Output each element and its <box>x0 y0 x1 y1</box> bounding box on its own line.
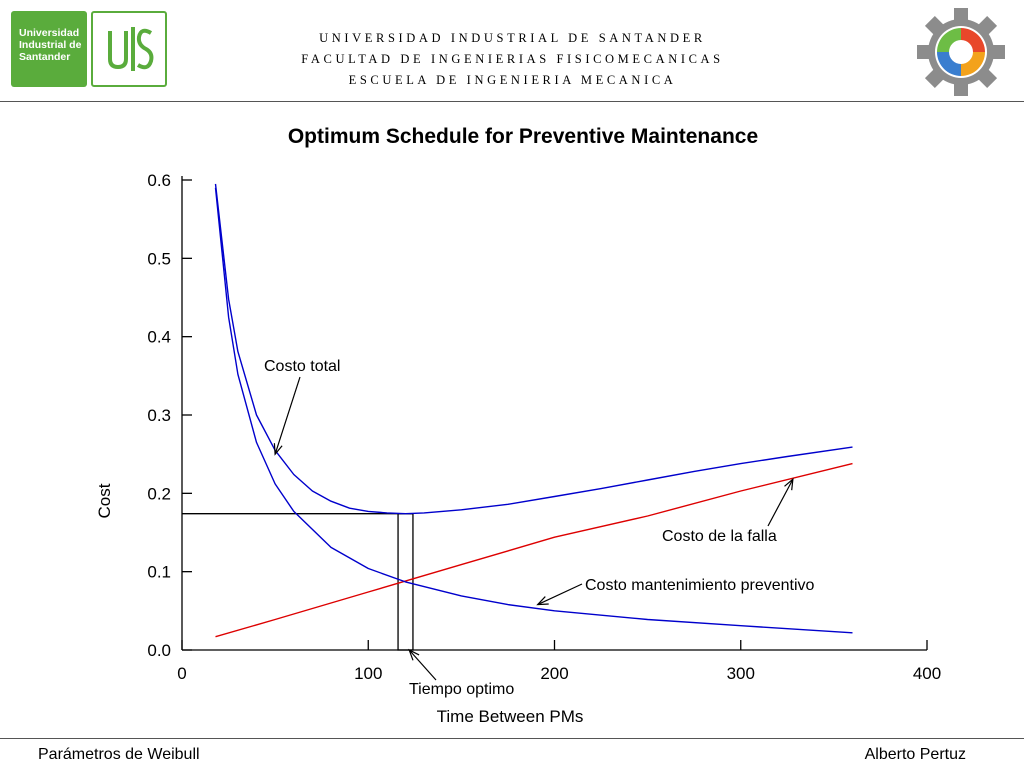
logo-text-line-2: Industrial de <box>19 39 82 51</box>
institution-heading: UNIVERSIDAD INDUSTRIAL DE SANTANDER FACU… <box>240 28 785 91</box>
logo-text-line-3: Santander <box>19 51 71 63</box>
chart-series <box>214 183 853 638</box>
failure-cost-arrow-line <box>767 478 794 527</box>
footer-divider <box>0 738 1024 739</box>
x-tick-label: 400 <box>913 664 941 683</box>
x-axis-label: Time Between PMs <box>437 707 584 726</box>
y-tick-label: 0.1 <box>147 563 171 582</box>
series-line-failure <box>215 462 853 638</box>
y-tick-label: 0.3 <box>147 406 171 425</box>
heading-line-university: UNIVERSIDAD INDUSTRIAL DE SANTANDER <box>319 31 706 45</box>
series-line-total <box>214 183 853 515</box>
x-tick-label: 100 <box>354 664 382 683</box>
preventive-cost-arrow-line <box>537 583 583 606</box>
total-cost-annotation: Costo total <box>264 358 340 375</box>
y-tick-label: 0.2 <box>147 484 171 503</box>
total-cost-arrow-head <box>273 443 283 456</box>
optimum-marker <box>182 513 414 651</box>
total-cost-arrow-line <box>274 376 301 455</box>
y-axis-label: Cost <box>95 483 114 518</box>
heading-line-school: ESCUELA DE INGENIERIA MECANICA <box>348 73 677 87</box>
optimum-time-arrow-head <box>408 648 420 661</box>
y-tick-label: 0.5 <box>147 249 171 268</box>
y-tick-label: 0.0 <box>147 641 171 660</box>
logo-text-line-1: Universidad <box>19 27 80 39</box>
y-tick-label: 0.6 <box>147 171 171 190</box>
failure-cost-arrow-head <box>784 477 794 491</box>
chart-ticks: 0 100 200 300 400 0.0 0.1 0.2 0.3 0.4 0.5 0.6 <box>147 171 941 683</box>
optimum-time-annotation: Tiempo optimo <box>409 681 514 698</box>
maintenance-cost-chart: Optimum Schedule for Preventive Maintena… <box>95 125 941 726</box>
x-tick-label: 300 <box>727 664 755 683</box>
chart-axes <box>181 176 927 651</box>
failure-cost-annotation: Costo de la falla <box>662 528 777 545</box>
footer-topic: Parámetros de Weibull <box>38 746 200 763</box>
series-line-preventive <box>214 187 853 634</box>
heading-line-faculty: FACULTAD DE INGENIERIAS FISICOMECANICAS <box>301 52 724 66</box>
footer-author: Alberto Pertuz <box>864 746 966 763</box>
x-tick-label: 0 <box>177 664 186 683</box>
uis-mark-logo <box>91 11 167 87</box>
optimum-time-arrow-line <box>408 649 437 681</box>
uis-monogram-icon <box>108 27 154 71</box>
slide-header: Universidad Industrial de Santander UNIV… <box>0 0 1024 102</box>
preventive-cost-annotation: Costo mantenimiento preventivo <box>585 577 815 594</box>
header-divider <box>0 101 1024 102</box>
university-logo: Universidad Industrial de Santander <box>11 11 87 87</box>
x-tick-label: 200 <box>540 664 568 683</box>
gear-logo-icon <box>917 8 1005 96</box>
chart-annotations: Costo total Costo de la falla Costo manten… <box>264 358 815 698</box>
chart-title: Optimum Schedule for Preventive Maintena… <box>288 125 758 148</box>
preventive-cost-arrow-head <box>536 596 549 606</box>
y-tick-label: 0.4 <box>147 328 171 347</box>
